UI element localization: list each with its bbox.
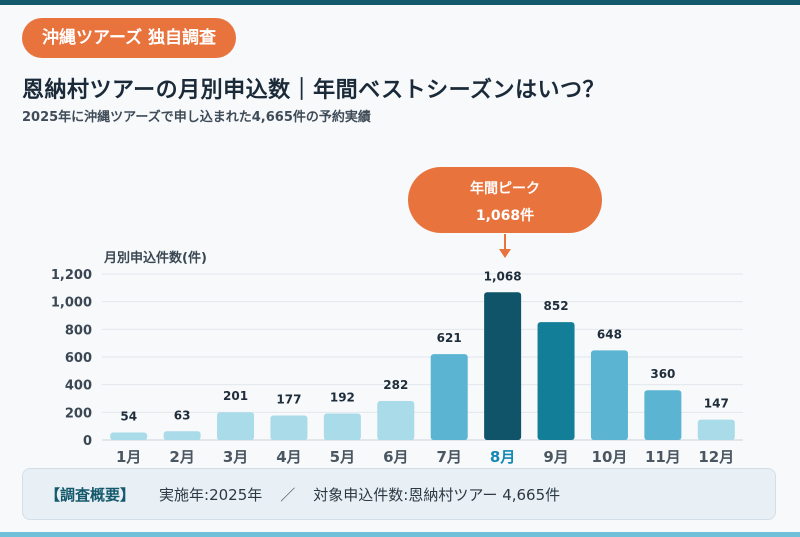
value-label: 63	[174, 408, 191, 422]
bar-chart: 月別申込件数(件) 0 200 400 600 800 1,000 1,200 54 63 20…	[51, 167, 743, 466]
value-label: 54	[120, 410, 137, 424]
y-tick-label: 600	[65, 351, 92, 366]
page-title: 恩納村ツアーの月別申込数｜年間ベストシーズンはいつ？	[22, 78, 606, 103]
bar	[644, 390, 682, 440]
bar	[697, 419, 735, 440]
y-tick-label: 400	[65, 379, 92, 394]
bar	[163, 431, 201, 440]
x-tick-label: 7月	[436, 448, 461, 466]
x-tick-label: 5月	[330, 448, 355, 466]
bar	[217, 412, 255, 440]
x-tick-label: 10月	[592, 448, 628, 466]
value-label: 1,068	[484, 269, 522, 283]
x-tick-label: 12月	[698, 448, 734, 466]
value-label: 192	[330, 390, 355, 404]
bar	[590, 350, 628, 440]
bar	[430, 354, 468, 440]
x-tick-label: 4月	[276, 448, 301, 466]
brand-badge: 沖縄ツアーズ 独自調査	[22, 18, 237, 58]
x-tick-label: 2月	[169, 448, 194, 466]
x-tick-label: 9月	[543, 448, 568, 466]
y-tick-labels: 0 200 400 600 800 1,000 1,200	[51, 268, 92, 449]
bar	[484, 292, 522, 440]
y-axis-label: 月別申込件数(件)	[103, 250, 207, 266]
peak-callout: 年間ピーク 1,068件	[408, 167, 602, 258]
x-tick-label: 11月	[645, 448, 681, 466]
y-tick-label: 1,000	[51, 296, 92, 311]
peak-callout-value: 1,068件	[476, 207, 534, 224]
x-tick-label: 8月	[490, 448, 515, 466]
page-subtitle: 2025年に沖縄ツアーズで申し込まれた4,665件の予約実績	[22, 110, 371, 125]
bottom-accent-bar	[0, 532, 800, 537]
peak-callout-bubble	[408, 167, 602, 233]
value-label: 201	[223, 389, 248, 403]
y-tick-label: 200	[65, 406, 92, 421]
value-labels: 54 63 201 177 192 282 621 1,068 852 648 360 147	[120, 269, 728, 423]
value-label: 621	[437, 331, 462, 345]
peak-arrow-head	[499, 249, 511, 258]
survey-target-count: 対象申込件数:恩納村ツアー 4,665件	[313, 485, 561, 504]
value-label: 648	[597, 327, 622, 341]
bar	[323, 413, 361, 440]
survey-year: 実施年:2025年	[159, 485, 263, 504]
x-tick-label: 3月	[223, 448, 248, 466]
y-tick-label: 1,200	[51, 268, 92, 283]
bars	[110, 292, 735, 440]
value-label: 852	[544, 299, 569, 313]
survey-summary-title: 【調査概要】	[45, 485, 136, 504]
bar	[377, 400, 415, 440]
y-tick-label: 800	[65, 323, 92, 338]
peak-callout-title: 年間ピーク	[470, 180, 540, 197]
gridlines	[102, 273, 743, 441]
x-tick-label: 6月	[383, 448, 408, 466]
value-label: 147	[704, 397, 729, 411]
value-label: 282	[383, 378, 408, 392]
survey-separator: ／	[280, 485, 296, 504]
bar	[537, 322, 575, 440]
x-tick-labels: 1月 2月 3月 4月 5月 6月 7月 8月 9月 10月 11月 12月	[116, 448, 734, 466]
value-label: 360	[650, 367, 675, 381]
x-tick-label: 1月	[116, 448, 141, 466]
value-label: 177	[276, 393, 301, 407]
bar	[110, 432, 148, 440]
bar	[270, 415, 308, 440]
survey-summary: 【調査概要】 実施年:2025年 ／ 対象申込件数:恩納村ツアー 4,665件	[22, 468, 776, 520]
y-tick-label: 0	[83, 434, 92, 449]
top-accent-bar	[0, 0, 800, 5]
